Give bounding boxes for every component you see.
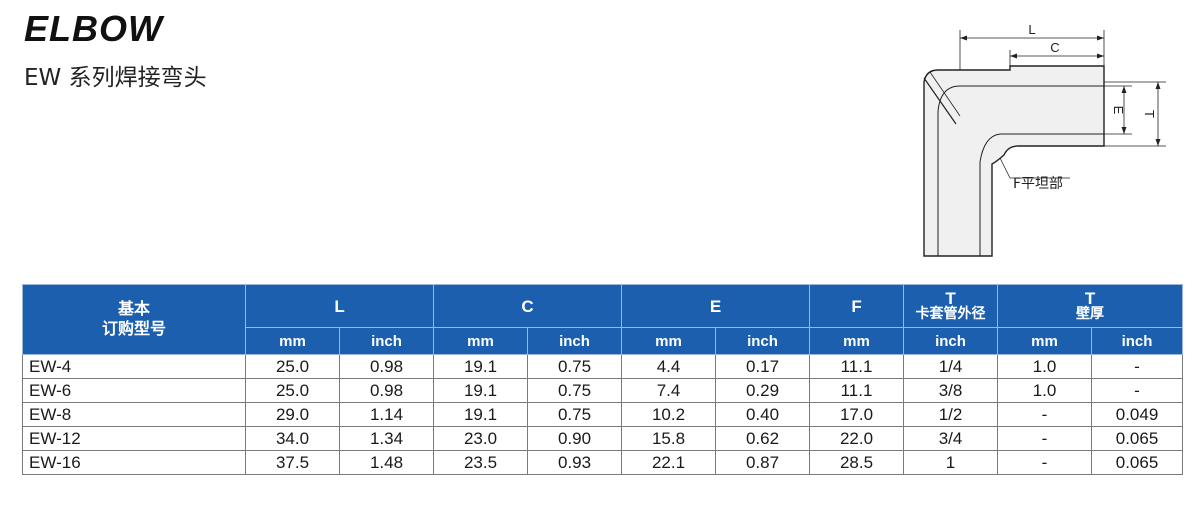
dimension-F-leader: [999, 157, 1011, 179]
table-header-row: 基本 订购型号 L C E F T 卡套管外径 T 壁厚: [22, 284, 1184, 355]
table-row: EW-6 25.0 0.98 19.1 0.75 7.4 0.29 11.1 3…: [22, 378, 1184, 403]
table-row: EW-16 37.5 1.48 23.5 0.93 22.1 0.87 28.5…: [22, 450, 1184, 475]
header-T-wall: T 壁厚: [997, 284, 1184, 328]
header-L: L: [244, 284, 435, 328]
table-cell: 25.0: [245, 378, 340, 403]
table-cell: 1: [903, 450, 999, 475]
table-cell: -: [1091, 378, 1184, 403]
table-unit-row: mm inch mm inch mm inch mm inch mm inch: [23, 327, 1184, 355]
table-cell: 0.98: [338, 354, 435, 379]
unit-header: mm: [809, 327, 905, 355]
table-cell: 11.1: [809, 378, 905, 403]
unit-header: inch: [1091, 327, 1184, 355]
table-cell: EW-6: [22, 378, 246, 403]
table-cell: 0.40: [715, 402, 811, 427]
table-cell: 19.1: [433, 354, 529, 379]
table-cell: EW-12: [22, 426, 246, 451]
table-cell: 37.5: [245, 450, 340, 475]
table-cell: 7.4: [621, 378, 717, 403]
table-cell: 0.90: [527, 426, 623, 451]
unit-header: inch: [338, 327, 435, 355]
unit-header: inch: [715, 327, 811, 355]
unit-header: mm: [245, 327, 340, 355]
table-cell: 1/4: [903, 354, 999, 379]
unit-header: inch: [903, 327, 999, 355]
table-cell: 28.5: [809, 450, 905, 475]
table-cell: 0.98: [338, 378, 435, 403]
unit-header: mm: [621, 327, 717, 355]
table-cell: 29.0: [245, 402, 340, 427]
table-cell: 0.75: [527, 378, 623, 403]
page-title: ELBOW: [24, 8, 163, 49]
elbow-weld-line-2: [929, 71, 961, 117]
table-cell: 0.049: [1091, 402, 1184, 427]
table-cell: 0.93: [527, 450, 623, 475]
table-cell: 3/8: [903, 378, 999, 403]
table-cell: 1/2: [903, 402, 999, 427]
table-cell: EW-4: [22, 354, 246, 379]
table-cell: 22.0: [809, 426, 905, 451]
table-cell: 0.065: [1091, 426, 1184, 451]
header-C: C: [433, 284, 623, 328]
table-cell: 0.87: [715, 450, 811, 475]
table-cell: -: [997, 426, 1093, 451]
table-cell: EW-8: [22, 402, 246, 427]
table-cell: 10.2: [621, 402, 717, 427]
dimension-E-label: E: [1111, 106, 1126, 115]
table-cell: 1.0: [997, 354, 1093, 379]
table-cell: 0.17: [715, 354, 811, 379]
unit-header: inch: [527, 327, 623, 355]
table-cell: 0.75: [527, 402, 623, 427]
table-cell: 17.0: [809, 402, 905, 427]
dimension-F-label: F平坦部: [1013, 176, 1063, 192]
header-model: 基本 订购型号: [22, 284, 246, 355]
header-E: E: [621, 284, 811, 328]
table-cell: 0.29: [715, 378, 811, 403]
table-row: EW-8 29.0 1.14 19.1 0.75 10.2 0.40 17.0 …: [22, 402, 1184, 427]
elbow-inner-bend-2: [979, 133, 1001, 163]
header-F: F: [809, 284, 905, 328]
table-cell: 19.1: [433, 402, 529, 427]
table-cell: 23.5: [433, 450, 529, 475]
table-cell: 3/4: [903, 426, 999, 451]
table-cell: 25.0: [245, 354, 340, 379]
table-cell: 0.75: [527, 354, 623, 379]
dimension-C-label: C: [1050, 40, 1059, 55]
table-cell: -: [997, 402, 1093, 427]
table-row: EW-12 34.0 1.34 23.0 0.90 15.8 0.62 22.0…: [22, 426, 1184, 451]
unit-header: mm: [997, 327, 1093, 355]
elbow-weld-line: [923, 77, 957, 125]
table-cell: 1.0: [997, 378, 1093, 403]
table-cell: 22.1: [621, 450, 717, 475]
table-cell: -: [1091, 354, 1184, 379]
table-cell: 19.1: [433, 378, 529, 403]
elbow-inner-bend: [937, 85, 961, 113]
spec-table: 基本 订购型号 L C E F T 卡套管外径 T 壁厚 mm inch mm …: [22, 284, 1184, 475]
dimension-T-label: T: [1142, 110, 1157, 118]
header-T-od: T 卡套管外径: [903, 284, 999, 328]
elbow-dimension-diagram: L C E T F平坦部: [923, 22, 1166, 257]
page-subtitle: EW 系列焊接弯头: [24, 65, 207, 91]
table-cell: 34.0: [245, 426, 340, 451]
table-cell: 23.0: [433, 426, 529, 451]
table-row: EW-4 25.0 0.98 19.1 0.75 4.4 0.17 11.1 1…: [22, 354, 1184, 379]
dimension-L-label: L: [1028, 22, 1035, 37]
table-cell: -: [997, 450, 1093, 475]
unit-header: mm: [433, 327, 529, 355]
table-cell: 1.34: [338, 426, 435, 451]
table-cell: 4.4: [621, 354, 717, 379]
table-cell: 1.14: [338, 402, 435, 427]
table-cell: 0.065: [1091, 450, 1184, 475]
table-cell: 0.62: [715, 426, 811, 451]
elbow-outer-outline: [923, 65, 1105, 257]
table-cell: 15.8: [621, 426, 717, 451]
table-cell: 1.48: [338, 450, 435, 475]
table-cell: EW-16: [22, 450, 246, 475]
table-cell: 11.1: [809, 354, 905, 379]
